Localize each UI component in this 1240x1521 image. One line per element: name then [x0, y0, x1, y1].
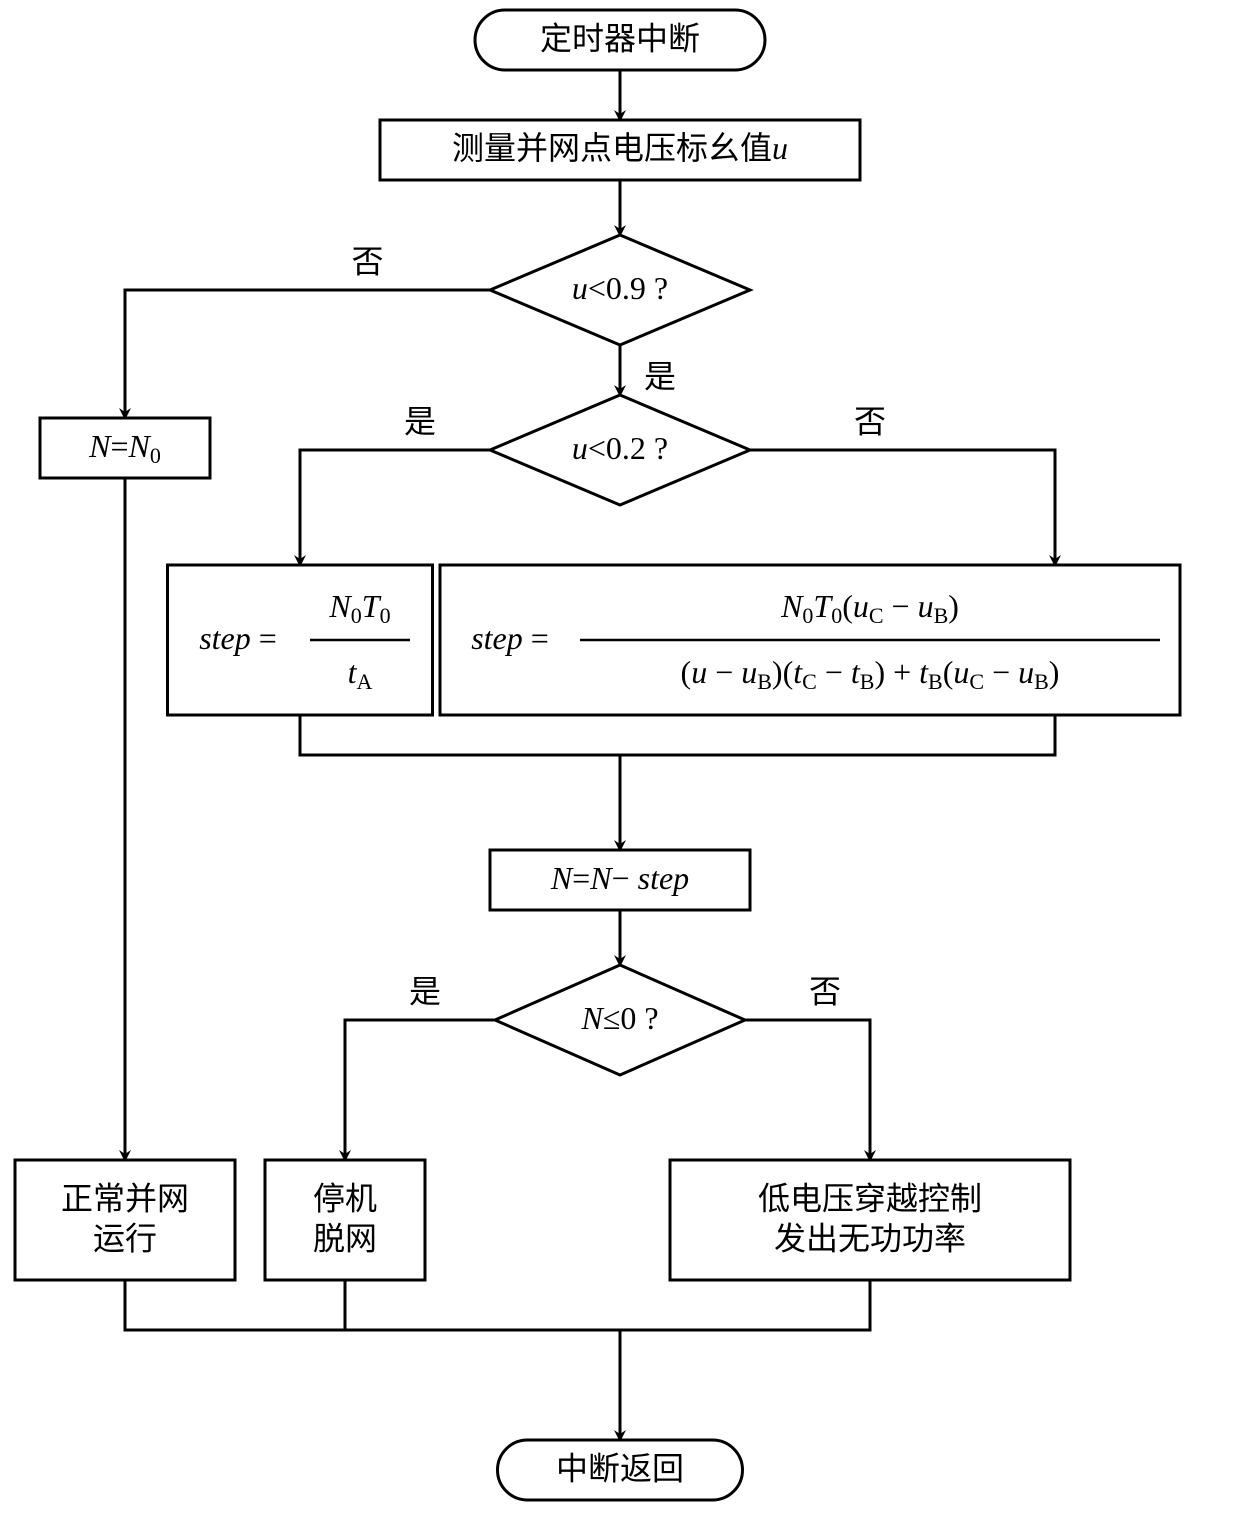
start-label: 定时器中断 — [540, 20, 700, 56]
end-label: 中断返回 — [556, 1450, 684, 1486]
normal-l2: 运行 — [93, 1220, 157, 1256]
stop-l1: 停机 — [313, 1180, 377, 1216]
edge — [300, 715, 620, 755]
edge — [750, 450, 1055, 565]
edge — [745, 1020, 870, 1160]
stop-l2: 脱网 — [313, 1220, 377, 1256]
edge — [345, 1020, 495, 1160]
edge — [620, 1280, 870, 1330]
edge — [125, 1280, 620, 1330]
edge — [620, 715, 1055, 755]
lvrt-l2: 发出无功功率 — [774, 1220, 966, 1256]
step1-lhs: step = — [199, 620, 277, 656]
dec2-no-label: 否 — [854, 403, 886, 439]
step2-lhs: step = — [471, 620, 549, 656]
edge — [300, 450, 490, 565]
dec1-yes-label: 是 — [644, 358, 676, 394]
decision-u09-label: u<0.9 ? — [572, 270, 668, 306]
decision-u02-label: u<0.2 ? — [572, 430, 668, 466]
decision-n0-label: N≤0 ? — [580, 1000, 658, 1036]
dec2-yes-label: 是 — [404, 403, 436, 439]
normal-l1: 正常并网 — [61, 1180, 189, 1216]
dec1-no-label: 否 — [351, 243, 383, 279]
lvrt-l1: 低电压穿越控制 — [758, 1180, 982, 1216]
edge — [125, 290, 490, 418]
dec3-yes-label: 是 — [409, 973, 441, 1009]
dec3-no-label: 否 — [809, 973, 841, 1009]
measure-label: 测量并网点电压标幺值u — [452, 130, 788, 166]
nminus-label: N=N− step — [550, 860, 689, 896]
